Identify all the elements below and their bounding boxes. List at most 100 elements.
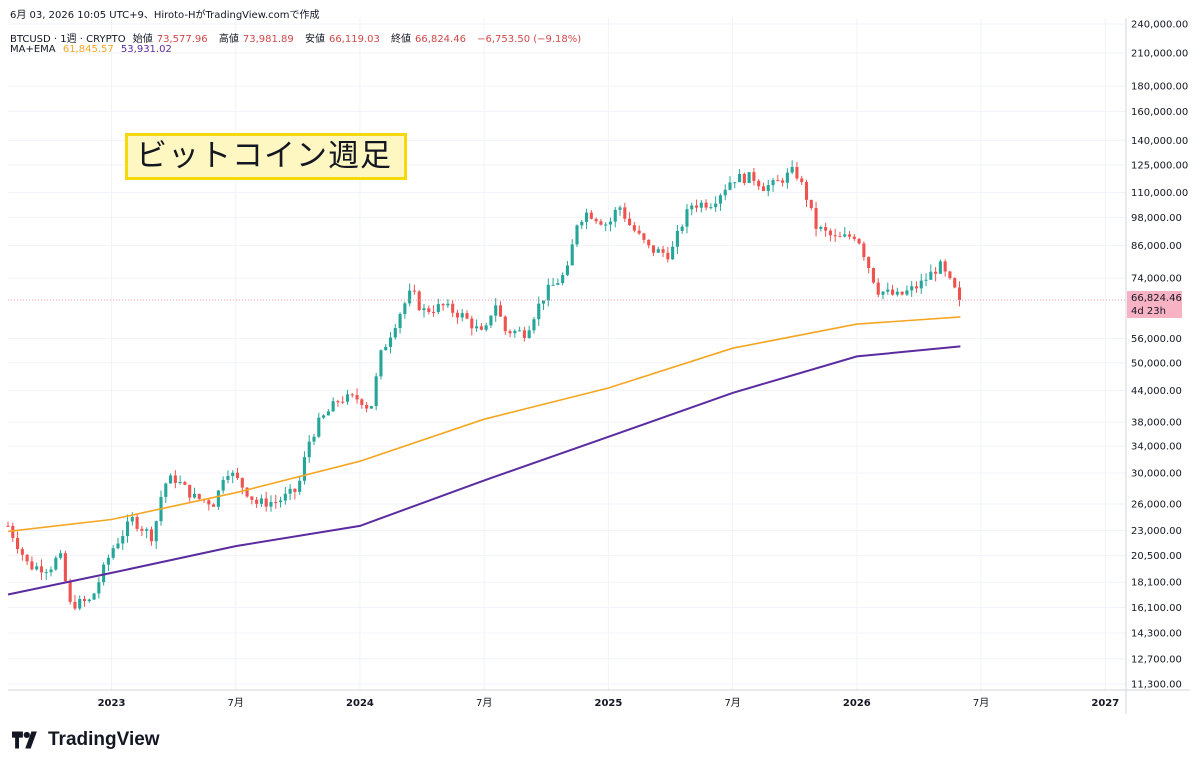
candle-up (709, 207, 713, 209)
candle-down (274, 502, 278, 504)
candle-up (102, 564, 106, 583)
candle-down (632, 225, 636, 231)
brand-name: TradingView (48, 729, 160, 750)
candle-up (685, 209, 689, 227)
candle-up (929, 271, 933, 280)
candle-down (30, 561, 34, 570)
low-value: 66,119.03 (328, 34, 380, 45)
y-tick-label: 26,000.00 (1131, 500, 1182, 511)
candle-down (508, 331, 512, 334)
candle-up (121, 536, 125, 544)
candle-down (781, 180, 785, 183)
candle-up (905, 290, 909, 295)
candle-up (322, 415, 326, 418)
candle-up (111, 548, 115, 558)
candle-up (881, 291, 885, 295)
y-tick-label: 210,000.00 (1131, 48, 1188, 59)
candle-down (417, 291, 421, 311)
candle-up (843, 234, 847, 237)
candle-down (828, 230, 832, 236)
candle-down (39, 566, 44, 573)
candle-down (451, 303, 455, 313)
x-tick-label: 2025 (594, 698, 622, 709)
candle-down (522, 330, 526, 338)
candle-up (656, 249, 660, 253)
candle-up (388, 337, 393, 347)
candle-up (546, 284, 550, 301)
candle-down (833, 235, 837, 237)
x-tick-label: 2026 (843, 698, 871, 709)
candle-down (20, 549, 24, 555)
candle-up (618, 207, 622, 210)
candle-up (790, 166, 794, 173)
candle-down (479, 326, 483, 330)
candle-up (369, 406, 373, 409)
candle-down (599, 221, 603, 225)
chart-timestamp: 6月 03, 2026 10:05 UTC+9、Hiroto-HがTrading… (10, 10, 320, 21)
y-tick-label: 23,000.00 (1131, 526, 1182, 537)
y-tick-label: 12,700.00 (1131, 654, 1182, 665)
candle-down (761, 186, 766, 191)
candle-down (857, 239, 861, 244)
candle-up (436, 304, 440, 313)
high-value: 73,981.89 (242, 34, 294, 45)
candle-up (771, 180, 775, 186)
candle-up (919, 280, 923, 289)
candle-down (943, 261, 947, 272)
candle-up (317, 417, 321, 437)
candle-down (149, 529, 153, 542)
candle-down (207, 500, 211, 505)
candle-up (312, 436, 316, 442)
candle-up (398, 314, 402, 329)
candle-down (82, 598, 87, 602)
x-tick-label: 2027 (1091, 698, 1119, 709)
candle-up (221, 479, 225, 491)
open-value: 73,577.96 (156, 34, 208, 45)
candle-up (484, 325, 488, 330)
candle-up (169, 475, 173, 484)
candle-up (766, 185, 770, 191)
candle-up (551, 284, 555, 286)
candle-up (819, 227, 823, 229)
candle-up (513, 330, 517, 334)
y-tick-label: 180,000.00 (1131, 82, 1188, 93)
candle-down (871, 268, 875, 283)
indicator-legend[interactable]: MA+EMA 61,845.57 53,931.02 (10, 44, 176, 55)
candle-down (470, 318, 474, 329)
candle-up (145, 529, 149, 531)
candle-down (914, 286, 919, 289)
candle-down (953, 278, 957, 288)
candle-down (900, 291, 904, 295)
candle-up (44, 572, 48, 574)
y-tick-label: 110,000.00 (1131, 188, 1188, 199)
candle-down (867, 257, 871, 269)
x-tick-label: 2023 (98, 698, 126, 709)
candle-up (164, 483, 168, 497)
candle-up (154, 521, 158, 542)
candle-down (293, 488, 297, 492)
y-tick-label: 34,000.00 (1131, 442, 1182, 453)
x-tick-label: 2024 (346, 698, 374, 709)
candle-down (847, 234, 852, 237)
candle-down (135, 516, 139, 529)
candle-up (408, 290, 412, 304)
y-tick-label: 50,000.00 (1131, 358, 1182, 369)
candle-up (494, 305, 498, 316)
candle-up (307, 441, 311, 458)
indicator-name: MA+EMA (10, 44, 56, 55)
candle-up (278, 500, 283, 503)
candle-up (283, 493, 287, 501)
candle-countdown: 4d 23h (1131, 306, 1166, 317)
candle-up (403, 303, 407, 315)
tradingview-logo[interactable]: TradingView (12, 729, 160, 751)
candle-up (556, 283, 560, 285)
candle-up (422, 308, 426, 311)
candle-down (957, 287, 962, 301)
candle-up (393, 328, 397, 338)
y-tick-label: 18,100.00 (1131, 578, 1182, 589)
candle-down (742, 173, 746, 184)
candle-down (637, 230, 641, 234)
candle-up (78, 598, 82, 609)
candle-down (809, 199, 813, 208)
